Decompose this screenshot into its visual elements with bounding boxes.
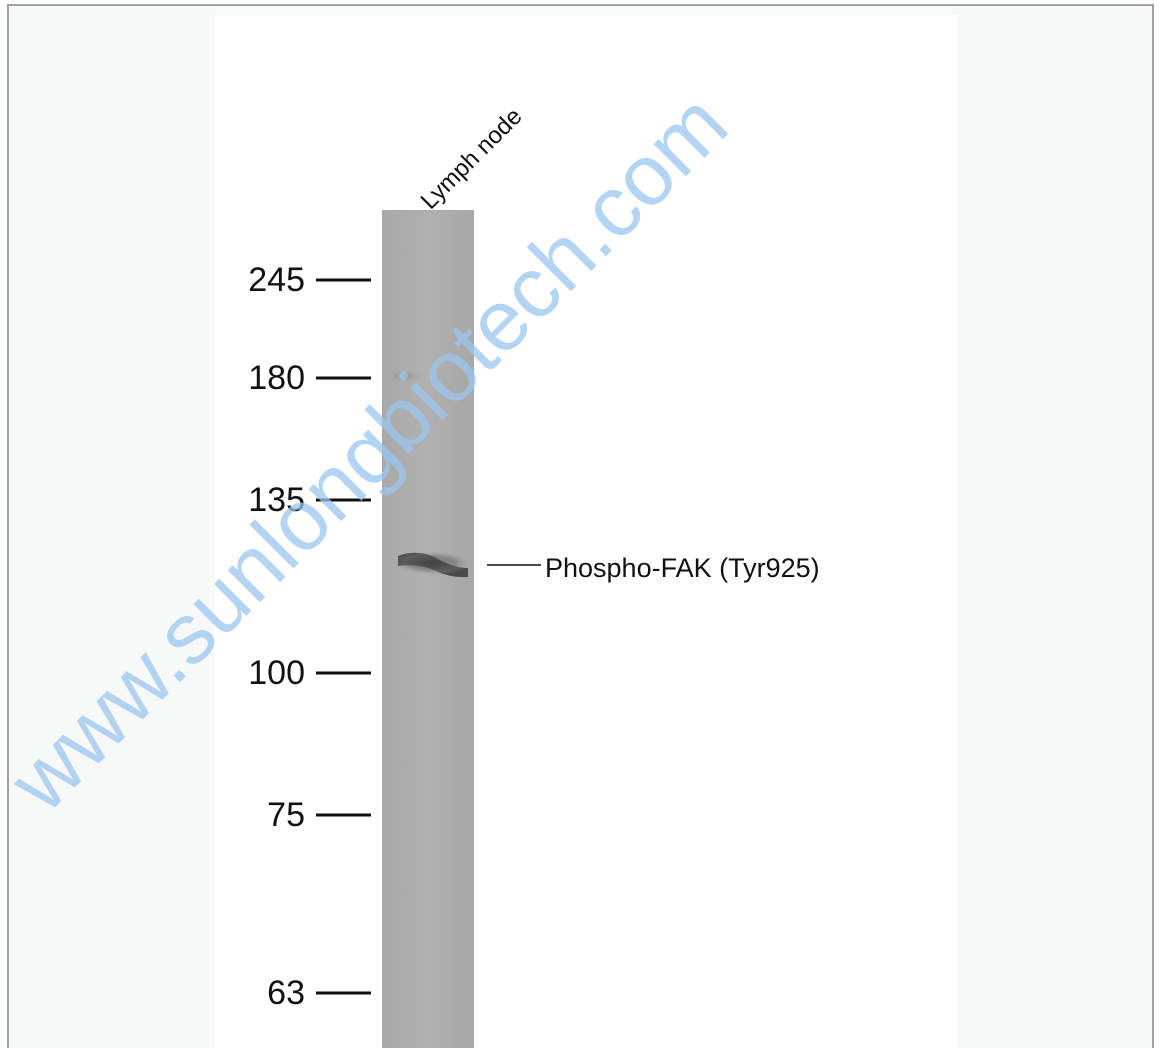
band-label: Phospho-FAK (Tyr925) (545, 553, 820, 583)
marker-label: 100 (248, 654, 305, 692)
band-halo (392, 551, 472, 575)
marker-label: 245 (248, 261, 305, 299)
marker-label: 63 (267, 974, 305, 1012)
page: Lymph node Phospho-FAK (Tyr925) 24518013… (0, 0, 1167, 1048)
screenshot: Lymph node Phospho-FAK (Tyr925) 24518013… (0, 0, 1167, 1048)
marker-label: 75 (267, 796, 305, 834)
marker-label: 180 (248, 359, 305, 397)
